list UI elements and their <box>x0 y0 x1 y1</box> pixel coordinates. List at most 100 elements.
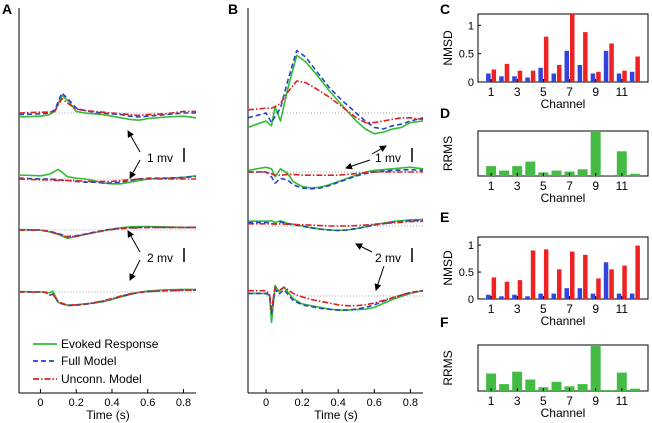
panel-d-frame <box>477 130 649 177</box>
panel-c-bar-unconn-ch7 <box>570 14 575 82</box>
panel-d-xtick-label-4: 9 <box>592 179 599 193</box>
panel-c-bar-full-ch5 <box>538 67 543 82</box>
panel-a-xtick-label-2: 0.4 <box>104 397 119 409</box>
panel-d-bar-ch12 <box>629 173 640 177</box>
panel-a-xtick-label-1: 0.2 <box>69 397 84 409</box>
panel-f-bar-ch11 <box>616 372 627 391</box>
panel-e-xtick-label-5: 11 <box>616 302 629 316</box>
panel-e-xtick-label-1: 3 <box>514 302 521 316</box>
legend-full-label: Full Model <box>61 354 116 368</box>
panel-a-x-ticks: 0 0.2 0.4 0.6 0.8 <box>37 389 191 409</box>
panel-c-bar-unconn-ch11 <box>622 70 627 82</box>
panel-a-trace-3-series-unconn <box>18 226 196 238</box>
panel-a-trace-1-series-evoked <box>18 94 197 121</box>
panel-f: 1 3 5 7 9 11 Channel RRMS <box>441 344 649 420</box>
panel-f-bar-ch6 <box>551 381 562 391</box>
panel-e-ylabel: NMSD <box>441 250 455 286</box>
panel-c-xtick-label-5: 11 <box>616 85 629 99</box>
panel-e-bar-full-ch10 <box>603 262 609 299</box>
panel-c-bar-full-ch2 <box>499 76 504 82</box>
panel-f-bar-ch9 <box>590 345 601 391</box>
panel-f-xtick-label-3: 7 <box>566 394 573 408</box>
panel-b-trace-1-series-full <box>247 49 424 130</box>
panel-e-bar-full-ch5 <box>538 293 543 299</box>
panel-f-bar-ch4 <box>525 379 536 391</box>
panel-a-trace-3-series-evoked <box>18 225 196 240</box>
panel-f-bar-ch1 <box>486 373 497 391</box>
panel-e-bar-unconn-ch8 <box>583 254 588 299</box>
panel-a-scale-2mv: 2 mv <box>127 230 185 281</box>
panel-f-bar-ch3 <box>512 371 523 391</box>
panel-a-scale-1mv: 1 mv <box>127 130 185 179</box>
panel-b-scale-2mv-arrow-down <box>374 265 385 291</box>
panel-c-bar-full-ch8 <box>577 65 583 82</box>
panel-b-xlabel: Time (s) <box>314 408 358 422</box>
panel-d: 1 3 5 7 9 11 Channel RRMS <box>441 130 649 205</box>
panel-e-bar-unconn-ch2 <box>504 281 510 299</box>
panel-label-a: A <box>2 1 12 17</box>
panel-f-xtick-label-2: 5 <box>540 394 547 408</box>
panel-label-e: E <box>440 209 449 225</box>
panel-e-bar-unconn-ch3 <box>517 280 523 299</box>
panel-e-xtick-label-0: 1 <box>488 302 495 316</box>
panel-e-ytick-label-2: 1 <box>468 240 474 252</box>
panel-a-xtick-label-3: 0.6 <box>140 397 155 409</box>
panel-b-trace-4-series-unconn <box>248 286 424 311</box>
panel-b-x-ticks: 0 0.2 0.4 0.6 0.8 <box>263 389 418 409</box>
panel-e-frame <box>477 236 649 300</box>
panel-c-bar-full-ch10 <box>603 50 609 82</box>
panel-c-xtick-label-1: 3 <box>514 85 521 99</box>
panel-f-xlabel: Channel <box>541 406 586 420</box>
panel-c-bar-full-ch1 <box>486 73 491 82</box>
panel-d-bar-ch11 <box>616 151 627 177</box>
panel-b-scale-1mv: 1 mv <box>345 145 413 170</box>
panel-e-bar-full-ch6 <box>551 293 556 299</box>
panel-c-frame <box>477 13 649 83</box>
panel-c-ytick-label-0: 0 <box>468 77 474 89</box>
panel-d-bar-ch10 <box>603 175 614 176</box>
panel-e-bar-full-ch7 <box>564 288 569 299</box>
panel-d-bar-ch3 <box>512 166 523 176</box>
panel-d-xlabel: Channel <box>541 191 586 205</box>
panel-f-xtick-label-1: 3 <box>514 394 521 408</box>
panel-a-scale-1mv-label: 1 mv <box>147 151 173 165</box>
panel-c-bar-unconn-ch4 <box>530 70 536 82</box>
panel-c-xtick-label-0: 1 <box>488 85 495 99</box>
panel-label-d: D <box>440 105 450 121</box>
panel-d-bar-ch9 <box>590 131 601 176</box>
panel-e-bar-full-ch2 <box>499 296 504 299</box>
panel-c-bar-unconn-ch12 <box>635 56 640 82</box>
panel-a-trace-1-series-full <box>18 92 196 118</box>
panel-b-traces <box>247 49 424 324</box>
panel-f-bar-ch8 <box>577 384 588 391</box>
panel-a-trace-3-series-full <box>19 226 196 238</box>
panel-d-xtick-label-1: 3 <box>514 179 521 193</box>
panel-e-bar-full-ch4 <box>525 296 530 299</box>
panel-a-scale-1mv-arrow-up <box>127 130 141 153</box>
panel-e-xtick-label-4: 9 <box>592 302 599 316</box>
panel-f-bar-ch12 <box>629 388 640 391</box>
panel-d-ylabel: RRMS <box>441 136 455 171</box>
panel-f-xtick-label-4: 9 <box>592 394 599 408</box>
panel-e-bar-full-ch11 <box>616 293 622 299</box>
panel-b-trace-3-series-unconn <box>248 220 424 227</box>
panel-a-xtick-label-4: 0.8 <box>176 397 191 409</box>
panel-b-trace-1-series-evoked <box>247 54 424 135</box>
panel-c-bar-unconn-ch10 <box>609 43 614 82</box>
panel-e-bar-full-ch8 <box>577 288 583 299</box>
panel-b-scale-1mv-label: 1 mv <box>375 151 401 165</box>
panel-c-bar-full-ch7 <box>564 50 569 82</box>
panel-d-xtick-label-2: 5 <box>540 179 547 193</box>
panel-a-scale-2mv-label: 2 mv <box>147 251 173 265</box>
panel-c-bar-full-ch4 <box>525 77 530 82</box>
panel-a-trace-4-series-unconn <box>19 289 196 307</box>
panel-c-bar-unconn-ch6 <box>557 65 562 82</box>
panel-c-ytick-label-1: 0.5 <box>459 49 474 61</box>
legend: Evoked Response Full Model Unconn. Model <box>33 337 159 386</box>
panel-e-bar-unconn-ch4 <box>530 250 536 299</box>
panel-e-bar-unconn-ch5 <box>543 249 549 299</box>
panel-a-traces <box>18 92 197 307</box>
